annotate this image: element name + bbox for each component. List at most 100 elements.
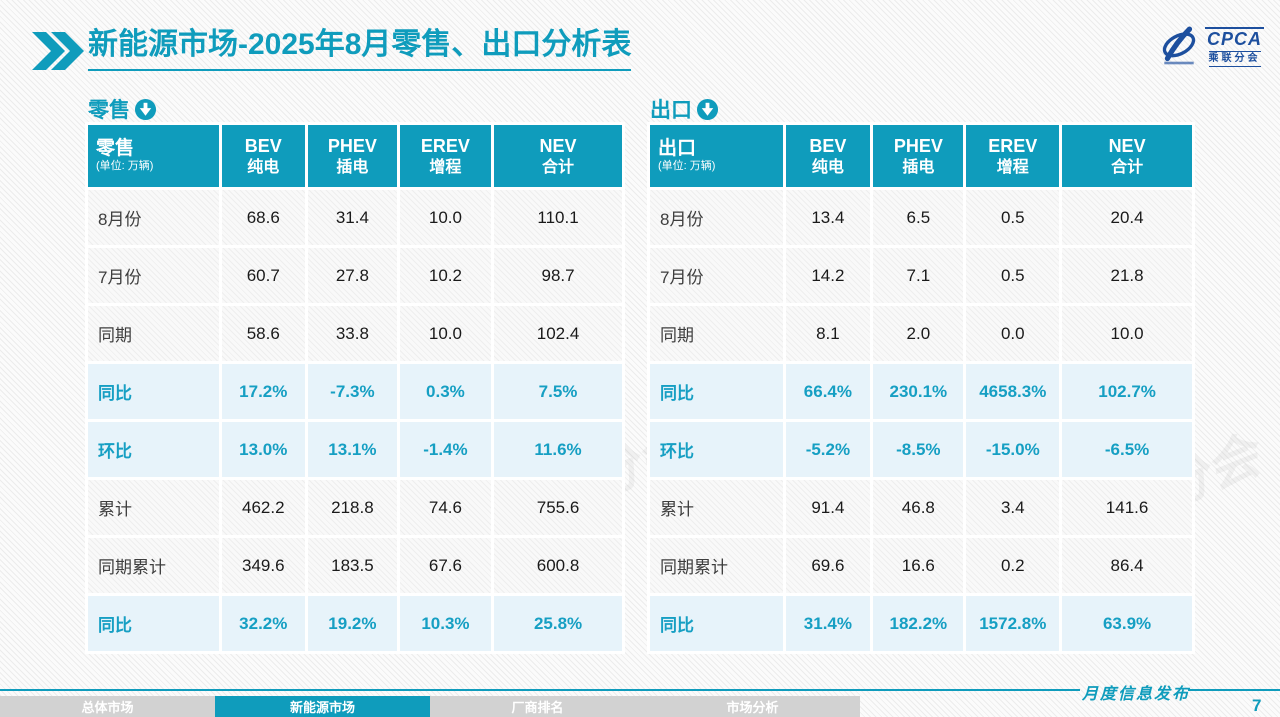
row-label: 8月份	[650, 190, 783, 245]
retail-header-title: 零售	[96, 138, 135, 160]
cell-value: 32.2%	[221, 596, 306, 651]
cell-value: 31.4%	[785, 596, 871, 651]
row-label: 同期	[650, 306, 783, 361]
retail-section-label: 零售	[88, 94, 157, 124]
cell-value: 349.6	[221, 538, 306, 593]
nav-tab-总体市场[interactable]: 总体市场	[0, 696, 215, 717]
table-row: 同比 17.2% -7.3% 0.3% 7.5%	[88, 364, 622, 419]
cell-value: 6.5	[873, 190, 964, 245]
cpca-logo-acronym: CPCA	[1205, 27, 1265, 49]
cell-value: 25.8%	[494, 596, 622, 651]
cell-value: 0.0	[966, 306, 1060, 361]
cell-value: 67.6	[399, 538, 492, 593]
export-header-title: 出口	[658, 138, 697, 160]
export-table: 出口 (单位: 万辆) BEV 纯电 PHEV 插电 EREV 增程 NEV 合计 8月份 13.4 6…	[647, 122, 1195, 654]
row-label: 7月份	[650, 248, 783, 303]
nav-tab-新能源市场[interactable]: 新能源市场	[215, 696, 430, 717]
cell-value: 16.6	[873, 538, 964, 593]
row-label: 同期累计	[650, 538, 783, 593]
cell-value: 102.7%	[1062, 364, 1192, 419]
nav-tab-厂商排名[interactable]: 厂商排名	[430, 696, 645, 717]
table-row: 8月份 13.4 6.5 0.5 20.4	[650, 190, 1192, 245]
cell-value: 0.5	[966, 248, 1060, 303]
cell-value: 98.7	[494, 248, 622, 303]
cell-value: 182.2%	[873, 596, 964, 651]
row-label: 同期累计	[88, 538, 219, 593]
export-header-title-cell: 出口 (单位: 万辆)	[650, 125, 783, 187]
column-label-en: BEV	[809, 135, 847, 156]
page-title-rest: -2025年8月零售、出口分析表	[238, 28, 632, 61]
table-row: 同期 58.6 33.8 10.0 102.4	[88, 306, 622, 361]
cell-value: -5.2%	[785, 422, 871, 477]
row-label: 8月份	[88, 190, 219, 245]
export-column-header-erev: EREV 增程	[966, 125, 1060, 187]
cell-value: 74.6	[399, 480, 492, 535]
export-section-text: 出口	[650, 99, 692, 122]
column-label-en: NEV	[539, 135, 577, 156]
cell-value: 2.0	[873, 306, 964, 361]
cpca-logo-text: CPCA 乘联分会	[1205, 27, 1265, 67]
column-label-cn: 增程	[996, 159, 1029, 177]
column-label-en: BEV	[244, 135, 282, 156]
row-label: 累计	[650, 480, 783, 535]
retail-column-header-phev: PHEV 插电	[308, 125, 397, 187]
page-number: 7	[1252, 696, 1262, 715]
table-row: 7月份 14.2 7.1 0.5 21.8	[650, 248, 1192, 303]
cell-value: 7.5%	[494, 364, 622, 419]
column-label-en: PHEV	[893, 135, 943, 156]
cell-value: 13.0%	[221, 422, 306, 477]
row-label: 7月份	[88, 248, 219, 303]
cell-value: 11.6%	[494, 422, 622, 477]
cell-value: 10.0	[399, 306, 492, 361]
cell-value: 462.2	[221, 480, 306, 535]
row-label: 环比	[88, 422, 219, 477]
retail-column-header-erev: EREV 增程	[399, 125, 492, 187]
cell-value: 0.3%	[399, 364, 492, 419]
column-label-cn: 合计	[1111, 159, 1144, 177]
nav-tab-市场分析[interactable]: 市场分析	[645, 696, 860, 717]
table-row: 同期累计 69.6 16.6 0.2 86.4	[650, 538, 1192, 593]
page-title: 新能源市场-2025年8月零售、出口分析表	[88, 26, 632, 71]
cpca-swirl-icon	[1162, 26, 1196, 65]
column-label-en: EREV	[420, 135, 470, 156]
cell-value: 63.9%	[1062, 596, 1192, 651]
retail-data-table: 零售 (单位: 万辆) BEV 纯电 PHEV 插电 EREV 增程 NEV 合计 8月份 68.6 3…	[85, 122, 625, 654]
column-label-cn: 合计	[542, 159, 575, 177]
row-label: 同期	[88, 306, 219, 361]
cell-value: 10.2	[399, 248, 492, 303]
cell-value: 102.4	[494, 306, 622, 361]
down-arrow-icon	[696, 98, 719, 120]
retail-column-header-bev: BEV 纯电	[221, 125, 306, 187]
table-row: 7月份 60.7 27.8 10.2 98.7	[88, 248, 622, 303]
table-row: 累计 462.2 218.8 74.6 755.6	[88, 480, 622, 535]
cell-value: 21.8	[1062, 248, 1192, 303]
cell-value: -1.4%	[399, 422, 492, 477]
column-label-en: NEV	[1108, 135, 1146, 156]
row-label: 同比	[88, 596, 219, 651]
row-label: 同比	[88, 364, 219, 419]
cell-value: -7.3%	[308, 364, 397, 419]
table-row: 环比 13.0% 13.1% -1.4% 11.6%	[88, 422, 622, 477]
cell-value: 10.0	[399, 190, 492, 245]
export-header-unit: (单位: 万辆)	[658, 160, 716, 173]
export-section-label: 出口	[650, 94, 719, 124]
release-label: 月度信息发布	[1082, 686, 1191, 703]
cpca-logo: CPCA 乘联分会	[1158, 22, 1268, 72]
cell-value: 27.8	[308, 248, 397, 303]
export-column-header-phev: PHEV 插电	[873, 125, 964, 187]
cell-value: 4658.3%	[966, 364, 1060, 419]
cell-value: 17.2%	[221, 364, 306, 419]
cell-value: 13.1%	[308, 422, 397, 477]
cell-value: 0.5	[966, 190, 1060, 245]
down-arrow-icon	[134, 98, 157, 120]
cell-value: 46.8	[873, 480, 964, 535]
cell-value: 183.5	[308, 538, 397, 593]
cell-value: 20.4	[1062, 190, 1192, 245]
cell-value: -6.5%	[1062, 422, 1192, 477]
cell-value: -15.0%	[966, 422, 1060, 477]
retail-header-unit: (单位: 万辆)	[96, 160, 154, 173]
table-row: 8月份 68.6 31.4 10.0 110.1	[88, 190, 622, 245]
retail-section-text: 零售	[88, 99, 130, 122]
table-row: 同期 8.1 2.0 0.0 10.0	[650, 306, 1192, 361]
